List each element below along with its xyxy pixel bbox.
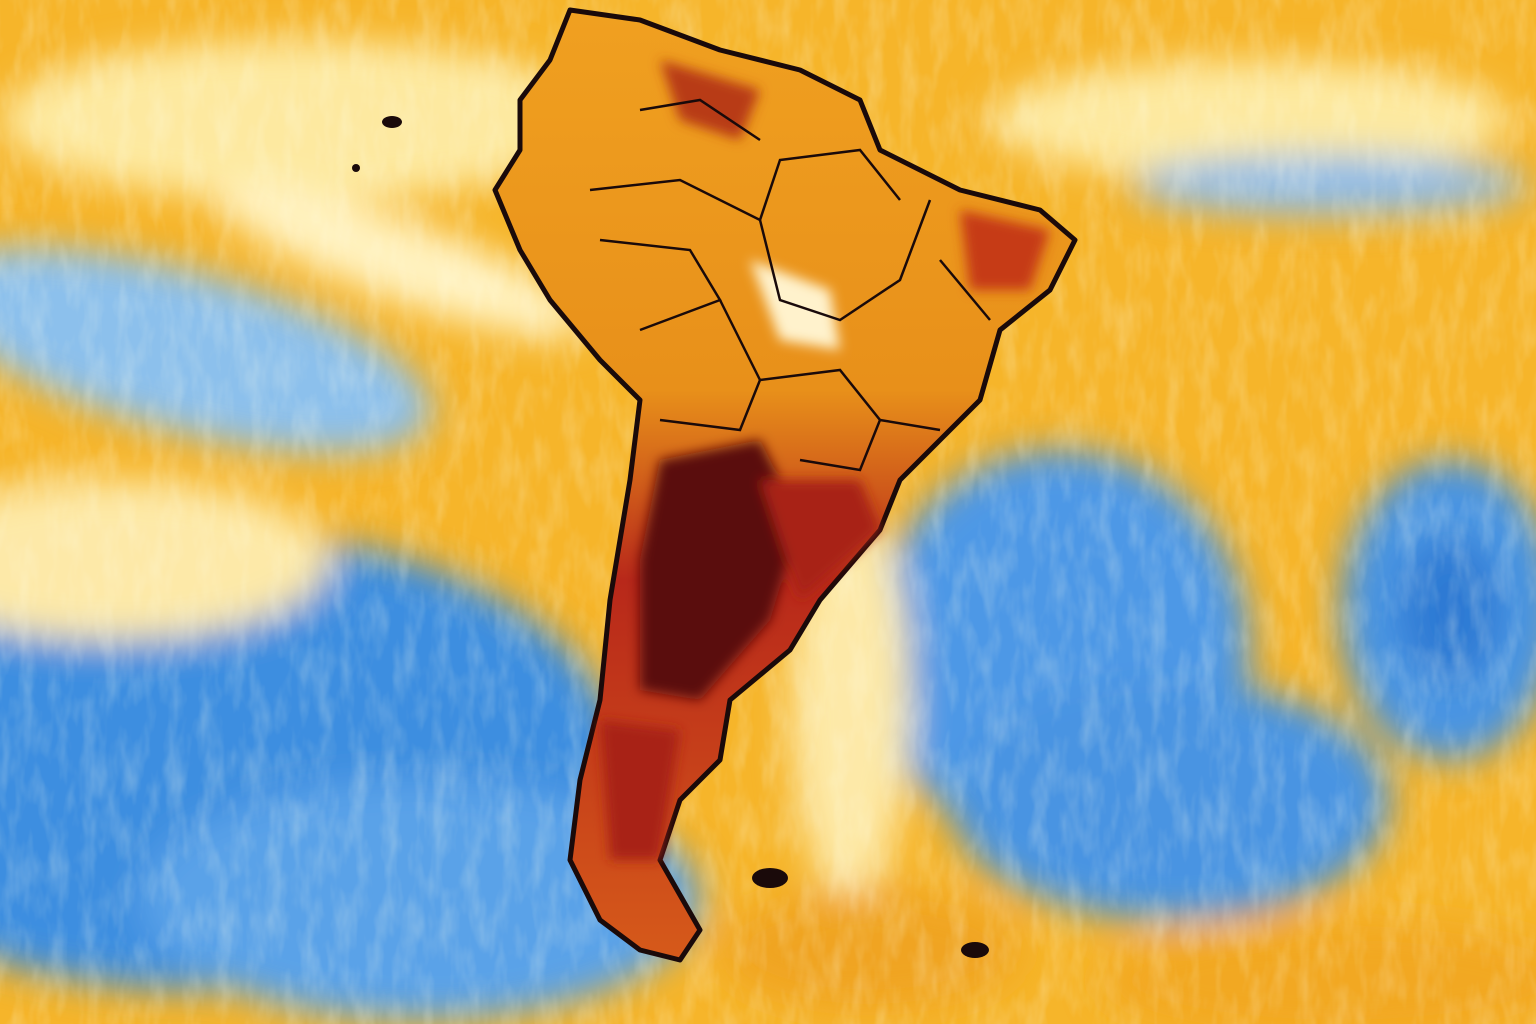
border (879, 418, 941, 432)
island (382, 116, 402, 128)
hot-region (600, 720, 680, 860)
border (939, 259, 991, 321)
borders (589, 98, 991, 472)
island (352, 164, 360, 172)
border (599, 238, 722, 332)
border (639, 98, 761, 142)
border (589, 148, 901, 222)
border (758, 199, 932, 322)
hot-region (760, 480, 880, 600)
hot-region (660, 60, 760, 140)
hot-region (960, 210, 1050, 290)
island (752, 868, 788, 888)
south-america (352, 7, 1078, 963)
land-heat (600, 60, 1050, 860)
island (961, 942, 989, 958)
border (659, 299, 762, 432)
hot-core (640, 440, 800, 700)
islands (352, 116, 989, 958)
